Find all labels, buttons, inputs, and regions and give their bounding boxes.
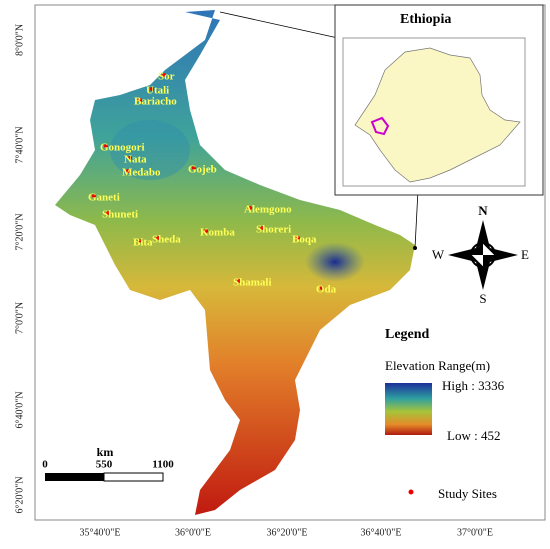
leader-point — [413, 246, 417, 250]
site-marker — [192, 166, 196, 170]
compass-label: S — [479, 291, 486, 306]
site-label: Komba — [200, 227, 235, 239]
site-label: Sor — [158, 71, 175, 83]
compass-label: E — [521, 247, 529, 262]
site-label: Shamali — [233, 277, 272, 289]
site-marker — [137, 239, 141, 243]
elevation-ramp — [385, 383, 432, 435]
legend-low: Low : 452 — [447, 428, 500, 443]
site-marker — [260, 226, 264, 230]
study-area — [55, 10, 415, 515]
site-label: Oda — [316, 284, 337, 296]
legend-site-symbol — [408, 489, 414, 495]
latitude-label: 7°20'0"N — [14, 213, 25, 250]
latitude-label: 7°40'0"N — [14, 126, 25, 163]
longitude-label: 37°0'0"E — [457, 527, 493, 538]
longitude-label: 36°20'0"E — [267, 527, 308, 538]
study-area-inset — [370, 116, 390, 136]
legend-sites: Study Sites — [438, 486, 497, 501]
site-label: Utali — [146, 85, 169, 97]
site-label: Bita — [133, 237, 153, 249]
site-label: Ganeti — [88, 192, 120, 204]
site-label: Nata — [124, 154, 147, 166]
scale-label: 0 — [42, 459, 48, 471]
site-label: Medabo — [122, 167, 161, 179]
site-marker — [156, 236, 160, 240]
site-label: Bariacho — [134, 96, 177, 108]
site-marker — [126, 169, 130, 173]
site-label: Boqa — [292, 234, 317, 246]
scale-bar: km 0 550 1100 — [42, 445, 174, 482]
latitude-label: 7°0'0"N — [14, 302, 25, 334]
site-marker — [150, 87, 154, 91]
legend-title: Legend — [385, 327, 430, 342]
site-label: Gojeb — [188, 164, 217, 176]
leader-line — [414, 189, 419, 249]
site-marker — [296, 236, 300, 240]
scale-label: 1100 — [152, 459, 174, 471]
inset: Ethiopia — [334, 4, 544, 196]
inset-graticule — [342, 37, 526, 187]
legend-subtitle: Elevation Range(m) — [385, 358, 490, 373]
site-marker — [92, 194, 96, 198]
compass-label: N — [478, 203, 488, 218]
legend: Legend Elevation Range(m) High : 3336 Lo… — [385, 327, 505, 501]
highland — [110, 120, 190, 180]
latitude-label: 8°0'0"N — [14, 24, 25, 56]
scale-label: 550 — [96, 459, 113, 471]
site-label: Shuneti — [102, 209, 138, 221]
site-marker — [138, 98, 142, 102]
site-label: Gonogori — [100, 142, 145, 154]
site-marker — [128, 156, 132, 160]
site-marker — [237, 279, 241, 283]
leader-line — [219, 11, 339, 39]
scale-segment — [45, 473, 104, 481]
site-marker — [104, 144, 108, 148]
longitude-label: 36°40'0"E — [361, 527, 402, 538]
site-label: Shoreri — [256, 224, 291, 236]
inset-title: Ethiopia — [400, 12, 451, 27]
site-marker — [106, 211, 110, 215]
site-marker — [204, 229, 208, 233]
scale-segment — [103, 472, 164, 482]
ethiopia-outline — [354, 47, 521, 183]
latitude-label: 6°20'0"N — [14, 476, 25, 513]
site-marker — [248, 206, 252, 210]
site-marker — [320, 286, 324, 290]
scale-unit: km — [97, 445, 114, 459]
longitude-label: 35°40'0"E — [80, 527, 121, 538]
legend-high: High : 3336 — [442, 378, 505, 393]
highland — [305, 242, 365, 282]
site-label: Alemgono — [244, 204, 292, 216]
north-arrow: N S W E — [432, 203, 529, 306]
compass-label: W — [432, 247, 445, 262]
site-marker — [162, 73, 166, 77]
longitude-label: 36°0'0"E — [175, 527, 211, 538]
site-label: Sheda — [152, 234, 181, 246]
latitude-label: 6°40'0"N — [14, 391, 25, 428]
